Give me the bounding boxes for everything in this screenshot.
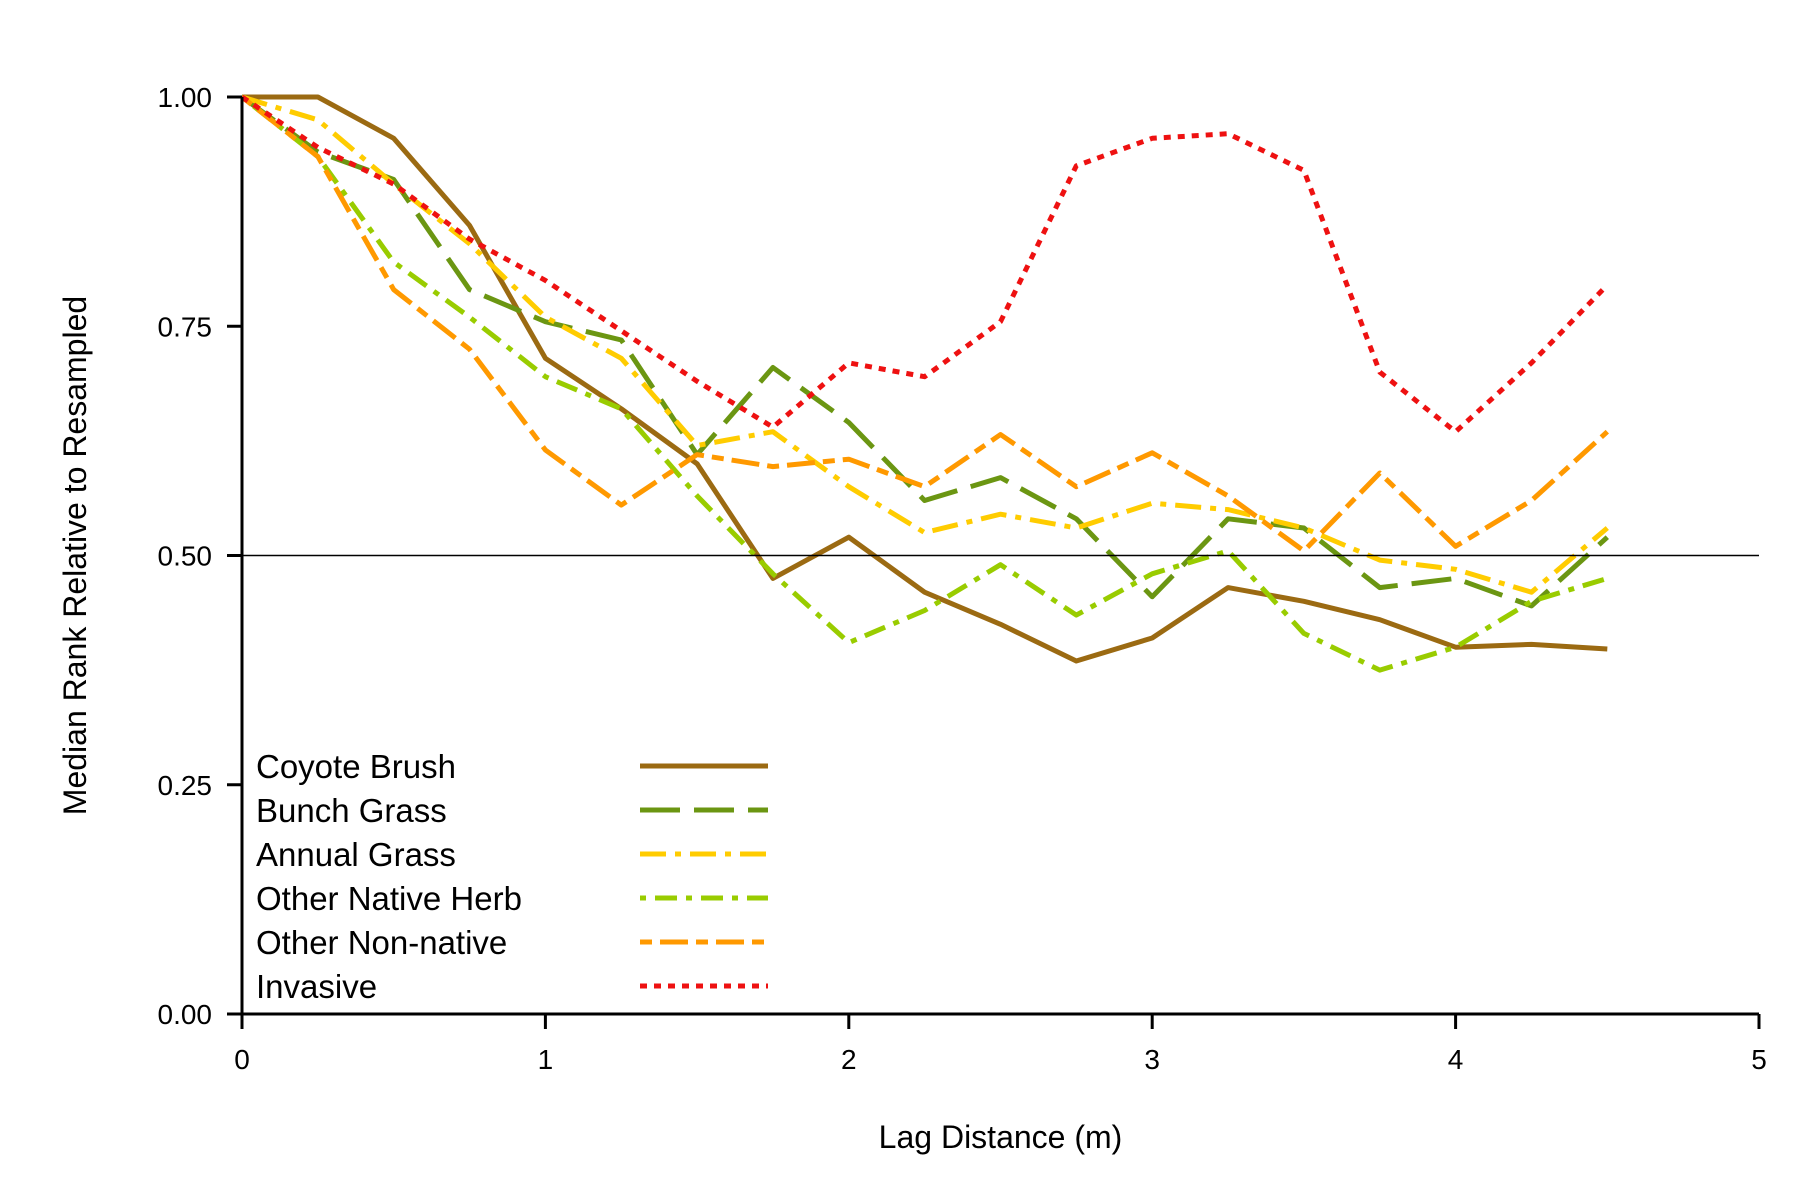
series-line-coyote-brush bbox=[242, 94, 1608, 664]
x-tick-label: 3 bbox=[1144, 1044, 1160, 1075]
legend-label: Bunch Grass bbox=[256, 792, 447, 829]
series-line-other-native-herb bbox=[240, 95, 1609, 673]
x-ticks: 0 1 2 3 4 5 bbox=[234, 1014, 1767, 1075]
y-tick-label: 1.00 bbox=[158, 82, 213, 113]
y-tick-label: 0.50 bbox=[158, 541, 213, 572]
x-tick-label: 4 bbox=[1448, 1044, 1464, 1075]
series-line-bunch-grass bbox=[240, 94, 1609, 609]
y-ticks: 0.00 0.25 0.50 0.75 1.00 bbox=[158, 82, 242, 1030]
series-layer bbox=[240, 94, 1610, 673]
y-tick-label: 0.00 bbox=[158, 999, 213, 1030]
x-tick-label: 5 bbox=[1751, 1044, 1767, 1075]
legend-label: Other Native Herb bbox=[256, 880, 522, 917]
legend: Coyote Brush Bunch Grass Annual Grass Other… bbox=[256, 748, 768, 1005]
series-line-invasive bbox=[240, 94, 1610, 435]
y-axis-title: Median Rank Relative to Resampled bbox=[57, 296, 93, 815]
y-tick-label: 0.25 bbox=[158, 770, 213, 801]
legend-label: Other Non-native bbox=[256, 924, 507, 961]
x-axis-title: Lag Distance (m) bbox=[879, 1119, 1123, 1155]
legend-label: Annual Grass bbox=[256, 836, 456, 873]
x-tick-label: 2 bbox=[841, 1044, 857, 1075]
y-tick-label: 0.75 bbox=[158, 311, 213, 342]
x-tick-label: 0 bbox=[234, 1044, 250, 1075]
legend-label: Coyote Brush bbox=[256, 748, 456, 785]
legend-label: Invasive bbox=[256, 968, 377, 1005]
series-line-other-non-native bbox=[240, 95, 1609, 554]
series-line-annual-grass bbox=[241, 94, 1609, 595]
x-tick-label: 1 bbox=[538, 1044, 554, 1075]
